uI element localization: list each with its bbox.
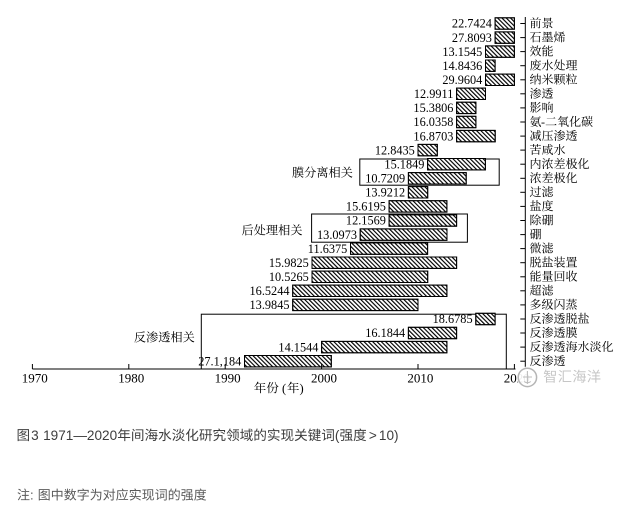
svg-text:(: (: [282, 381, 286, 395]
svg-text:15.6195: 15.6195: [346, 200, 386, 214]
svg-text:1980: 1980: [118, 371, 144, 386]
svg-text:27.8093: 27.8093: [452, 31, 492, 45]
svg-text:11.6375: 11.6375: [308, 242, 348, 256]
svg-text:22.7424: 22.7424: [452, 17, 492, 31]
svg-text:14.8436: 14.8436: [442, 59, 482, 73]
svg-text:3: 3: [31, 428, 39, 443]
svg-text:-: -: [541, 115, 545, 129]
svg-text:1970: 1970: [22, 371, 48, 386]
svg-text:16.8703: 16.8703: [413, 129, 453, 143]
svg-text:10.5265: 10.5265: [269, 270, 309, 284]
svg-text:15.9825: 15.9825: [269, 256, 309, 270]
svg-text:10): 10): [379, 428, 399, 443]
svg-text::: :: [30, 488, 34, 503]
svg-text:10.7209: 10.7209: [365, 172, 405, 186]
svg-text:12.1569: 12.1569: [346, 214, 386, 228]
svg-text:12.9911: 12.9911: [414, 87, 454, 101]
svg-text:13.0973: 13.0973: [317, 228, 357, 242]
svg-text:): ): [300, 381, 304, 395]
svg-text:15.3806: 15.3806: [413, 101, 453, 115]
svg-text:27.1,184: 27.1,184: [198, 354, 241, 368]
svg-text:>: >: [369, 428, 377, 443]
svg-text:14.1544: 14.1544: [278, 340, 318, 354]
svg-text:1971—2020: 1971—2020: [43, 428, 118, 443]
svg-text:12.8435: 12.8435: [375, 143, 415, 157]
svg-text:2010: 2010: [407, 371, 433, 386]
svg-text:15.1849: 15.1849: [384, 157, 424, 171]
svg-text:18.6785: 18.6785: [433, 312, 473, 326]
svg-text:13.9845: 13.9845: [250, 298, 290, 312]
svg-text:2000: 2000: [311, 371, 337, 386]
svg-text:13.9212: 13.9212: [365, 186, 405, 200]
svg-text:29.9604: 29.9604: [442, 73, 482, 87]
svg-text:1990: 1990: [215, 371, 241, 386]
svg-text:16.0358: 16.0358: [413, 115, 453, 129]
svg-text:(: (: [335, 428, 340, 443]
svg-text:16.1844: 16.1844: [365, 326, 405, 340]
svg-text:13.1545: 13.1545: [442, 45, 482, 59]
svg-text:16.5244: 16.5244: [250, 284, 290, 298]
